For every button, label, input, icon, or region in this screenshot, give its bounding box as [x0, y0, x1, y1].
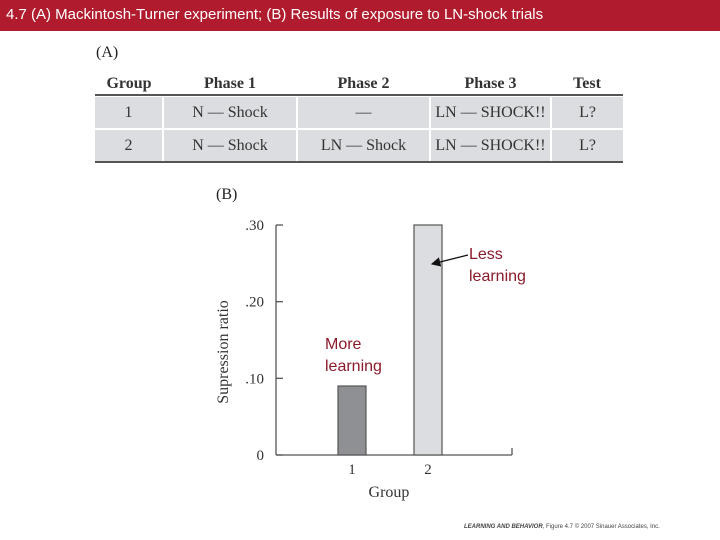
x-tick-label: 1 [348, 462, 356, 478]
table-cell: 1 [95, 97, 163, 130]
table-cell: LN — SHOCK!! [429, 97, 551, 130]
slide-title: 4.7 (A) Mackintosh-Turner experiment; (B… [6, 6, 544, 23]
bar-group-2 [413, 224, 443, 456]
suppression-ratio-chart: 0 .10 .20 .30 1 2 Supression ratio Group [215, 218, 513, 501]
panel-b-label: (B) [216, 186, 238, 203]
table-row: 2 N — Shock LN — Shock LN — SHOCK!! L? [95, 129, 623, 161]
credit-text: , Figure 4.7 © 2007 Sinauer Associates, … [542, 524, 660, 530]
column-header: Group [106, 74, 152, 92]
book-title: LEARNING AND BEHAVIOR [464, 524, 543, 530]
annotation-more-learning: More learning [325, 334, 382, 378]
bar-group-1 [337, 385, 367, 456]
column-header: Phase 1 [204, 74, 256, 92]
table-row: 1 N — Shock — LN — SHOCK!! L? [95, 97, 623, 130]
column-header: Test [573, 74, 601, 92]
annotation-less-learning: Less learning [469, 244, 526, 288]
annotation-line: More [325, 336, 362, 353]
y-tick-label: .20 [245, 295, 264, 311]
table-bottom-rule [95, 161, 623, 163]
annotation-line: learning [469, 268, 526, 285]
figure-credit: LEARNING AND BEHAVIOR, Figure 4.7 © 2007… [464, 524, 660, 530]
y-tick-label: .10 [245, 371, 264, 387]
table-cell: 2 [124, 136, 133, 154]
table-cell: — [296, 97, 430, 130]
table-cell: L? [550, 97, 623, 130]
title-bar: 4.7 (A) Mackintosh-Turner experiment; (B… [0, 0, 720, 31]
annotation-line: learning [325, 358, 382, 375]
panel-a-label: (A) [96, 44, 119, 61]
y-tick-label: 0 [257, 448, 265, 464]
y-tick-label: .30 [245, 218, 264, 234]
annotation-line: Less [469, 246, 503, 263]
experiment-table: Group Phase 1 Phase 2 Phase 3 Test 1 N —… [95, 70, 623, 161]
column-header: Phase 3 [464, 74, 517, 92]
column-header: Phase 2 [337, 74, 390, 92]
table-cell: L? [550, 129, 623, 161]
table-cell: N — Shock [162, 129, 297, 161]
table-header-row: Group Phase 1 Phase 2 Phase 3 Test [95, 70, 623, 97]
annotation-arrow [430, 254, 469, 267]
table-top-rule [95, 94, 623, 96]
table-cell: N — Shock [162, 97, 297, 130]
table-cell: LN — Shock [296, 129, 430, 161]
table-cell: LN — SHOCK!! [429, 129, 551, 161]
y-axis-label: Supression ratio [215, 300, 232, 404]
x-axis-label: Group [369, 484, 410, 501]
x-tick-label: 2 [424, 462, 432, 478]
